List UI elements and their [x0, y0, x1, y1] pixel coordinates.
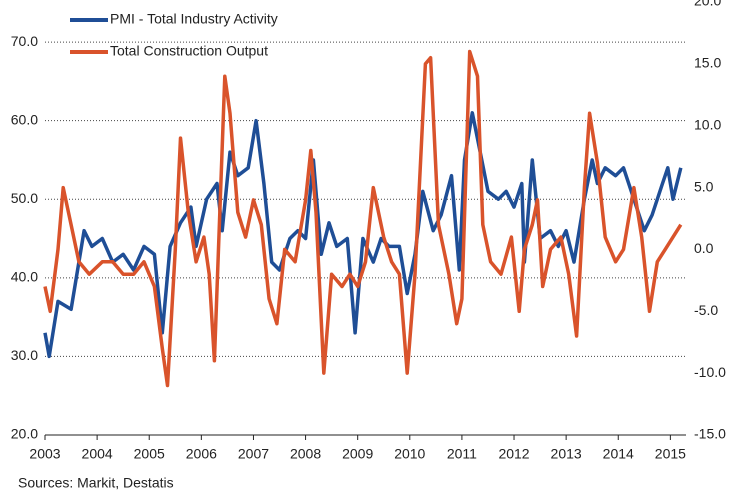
x-tick-label: 2005 — [134, 446, 165, 462]
series-line — [43, 111, 683, 359]
y2-tick-label: -15.0 — [694, 426, 726, 442]
x-tick-label: 2011 — [447, 446, 477, 462]
y-tick-label: 40.0 — [11, 269, 38, 285]
x-tick-label: 2009 — [342, 446, 373, 462]
y-tick-label: 30.0 — [11, 347, 38, 363]
source-note: Sources: Markit, Destatis — [18, 475, 174, 491]
y2-tick-label: 10.0 — [694, 116, 721, 132]
y2-tick-label: 0.0 — [694, 240, 714, 256]
y2-tick-label: 5.0 — [694, 178, 714, 194]
x-tick-label: 2013 — [551, 446, 582, 462]
x-tick-label: 2014 — [603, 446, 634, 462]
x-tick-label: 2003 — [29, 446, 60, 462]
x-tick-label: 2015 — [655, 446, 686, 462]
legend-label: Total Construction Output — [110, 43, 268, 59]
y2-tick-label: -10.0 — [694, 364, 726, 380]
series-line — [43, 49, 683, 388]
x-tick-label: 2008 — [290, 446, 321, 462]
y-tick-label: 20.0 — [11, 426, 38, 442]
x-tick-label: 2007 — [238, 446, 269, 462]
y2-tick-label: -5.0 — [694, 302, 718, 318]
y-tick-label: 60.0 — [11, 111, 38, 127]
y2-tick-label: 15.0 — [694, 55, 721, 71]
y-tick-label: 70.0 — [11, 33, 38, 49]
x-tick-label: 2012 — [498, 446, 529, 462]
legend-label: PMI - Total Industry Activity — [110, 11, 278, 27]
y-tick-label: 50.0 — [11, 190, 38, 206]
x-tick-label: 2006 — [186, 446, 217, 462]
x-tick-label: 2004 — [82, 446, 113, 462]
y2-tick-label: 20.0 — [694, 0, 721, 9]
x-tick-label: 2010 — [394, 446, 425, 462]
